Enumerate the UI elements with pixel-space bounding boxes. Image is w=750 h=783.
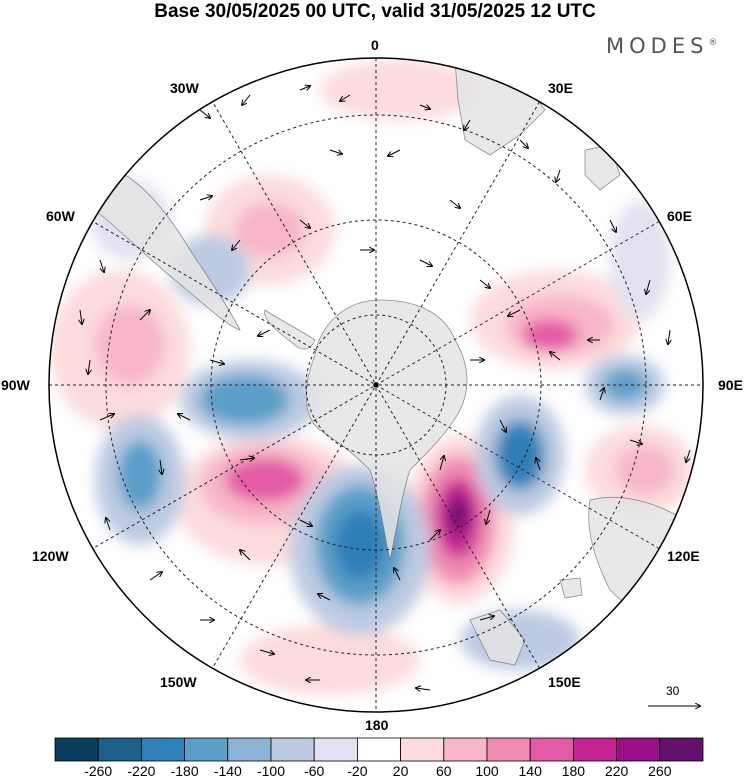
colorbar-swatch	[659, 737, 704, 762]
antarctic-peninsula	[264, 309, 316, 350]
lon-label-120e: 120E	[667, 548, 700, 564]
lon-label-60w: 60W	[46, 208, 75, 224]
new-zealand	[469, 609, 526, 666]
colorbar-swatch	[184, 737, 229, 762]
colorbar-tick-label: -20	[347, 763, 368, 779]
lon-label-30w: 30W	[170, 80, 199, 96]
colorbar-tick-label: -140	[213, 763, 242, 779]
brand-logo: MODES®	[606, 34, 717, 58]
south-america	[94, 164, 241, 331]
lon-label-60e: 60E	[667, 208, 692, 224]
lon-label-90e: 90E	[718, 377, 743, 393]
colorbar-swatch	[616, 737, 661, 762]
map-border	[48, 57, 704, 713]
lon-label-30e: 30E	[548, 80, 573, 96]
colorbar-swatch	[356, 737, 401, 762]
lon-label-120w: 120W	[32, 548, 69, 564]
lon-label-0: 0	[371, 37, 379, 53]
tasmania	[559, 577, 583, 599]
colorbar-tick-label: 180	[561, 763, 586, 779]
colorbar-tick-label: 20	[392, 763, 409, 779]
colorbar-swatch	[313, 737, 358, 762]
lon-label-90w: 90W	[1, 377, 30, 393]
colorbar-tick-label: -60	[304, 763, 325, 779]
colorbar-swatch	[529, 737, 574, 762]
colorbar-swatch	[443, 737, 488, 762]
reference-vector-label: 30	[666, 684, 680, 698]
colorbar-swatch	[400, 737, 445, 762]
wind-vectors	[80, 86, 691, 690]
colorbar-tick-label: -180	[170, 763, 199, 779]
lon-label-150e: 150E	[548, 674, 581, 690]
colorbar	[54, 737, 704, 762]
colorbar-swatch	[54, 737, 99, 762]
brand-name: MODES	[606, 34, 709, 58]
colorbar-tick-label: 220	[604, 763, 629, 779]
antarctica	[305, 299, 468, 561]
colorbar-tick-label: -220	[127, 763, 156, 779]
colorbar-swatch	[97, 737, 142, 762]
lon-label-180: 180	[365, 717, 389, 733]
colorbar-tick-label: -100	[256, 763, 286, 779]
registered-mark: ®	[708, 38, 718, 48]
colorbar-swatch	[486, 737, 531, 762]
colorbar-tick-label: -260	[84, 763, 113, 779]
south-pole-marker	[373, 382, 379, 388]
colorbar-tick-label: 140	[518, 763, 542, 779]
lon-label-150w: 150W	[160, 674, 197, 690]
colorbar-tick-label: 260	[648, 763, 672, 779]
map-title: Base 30/05/2025 00 UTC, valid 31/05/2025…	[154, 1, 596, 22]
colorbar-swatch	[227, 737, 272, 762]
colorbar-tick-label: 60	[436, 763, 452, 779]
colorbar-swatch	[140, 737, 185, 762]
colorbar-swatch	[270, 737, 315, 762]
colorbar-swatch	[573, 737, 618, 762]
map-disk	[49, 58, 703, 712]
colorbar-tick-label: 100	[475, 763, 499, 779]
